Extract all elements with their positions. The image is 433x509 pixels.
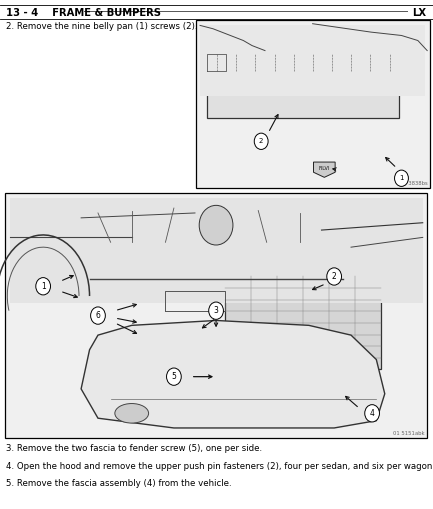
Ellipse shape <box>115 404 149 423</box>
Circle shape <box>36 277 51 295</box>
Text: 01 3838bs: 01 3838bs <box>400 181 427 186</box>
Bar <box>200 25 425 96</box>
Circle shape <box>365 405 379 422</box>
Bar <box>10 199 423 303</box>
Bar <box>196 20 430 188</box>
Circle shape <box>327 268 342 285</box>
Polygon shape <box>313 162 335 177</box>
Text: 13 - 4    FRAME & BUMPERS: 13 - 4 FRAME & BUMPERS <box>6 8 162 18</box>
Circle shape <box>209 302 223 319</box>
Circle shape <box>90 307 105 324</box>
Text: 3: 3 <box>213 306 219 315</box>
Text: 6: 6 <box>96 311 100 320</box>
Circle shape <box>254 133 268 150</box>
Text: 2: 2 <box>332 272 336 281</box>
Text: 4. Open the hood and remove the upper push pin fasteners (2), four per sedan, an: 4. Open the hood and remove the upper pu… <box>6 462 433 471</box>
Text: FILVI: FILVI <box>319 165 330 171</box>
Text: LX: LX <box>412 8 427 18</box>
Text: 2. Remove the nine belly pan (1) screws (2).: 2. Remove the nine belly pan (1) screws … <box>6 22 198 32</box>
Bar <box>224 276 381 370</box>
Circle shape <box>199 205 233 245</box>
Polygon shape <box>81 321 385 428</box>
Text: 4: 4 <box>370 409 375 418</box>
Bar <box>207 71 399 118</box>
Text: 01 5151abk: 01 5151abk <box>393 431 425 436</box>
Circle shape <box>167 368 181 385</box>
Bar <box>111 242 301 272</box>
Text: 2: 2 <box>259 138 263 144</box>
Text: 5. Remove the fascia assembly (4) from the vehicle.: 5. Remove the fascia assembly (4) from t… <box>6 479 232 489</box>
Circle shape <box>394 170 408 186</box>
Text: 3. Remove the two fascia to fender screw (5), one per side.: 3. Remove the two fascia to fender screw… <box>6 444 263 453</box>
Text: 1: 1 <box>41 282 45 291</box>
Text: 1: 1 <box>399 175 404 181</box>
Text: 5: 5 <box>171 372 176 381</box>
Bar <box>5 193 427 438</box>
